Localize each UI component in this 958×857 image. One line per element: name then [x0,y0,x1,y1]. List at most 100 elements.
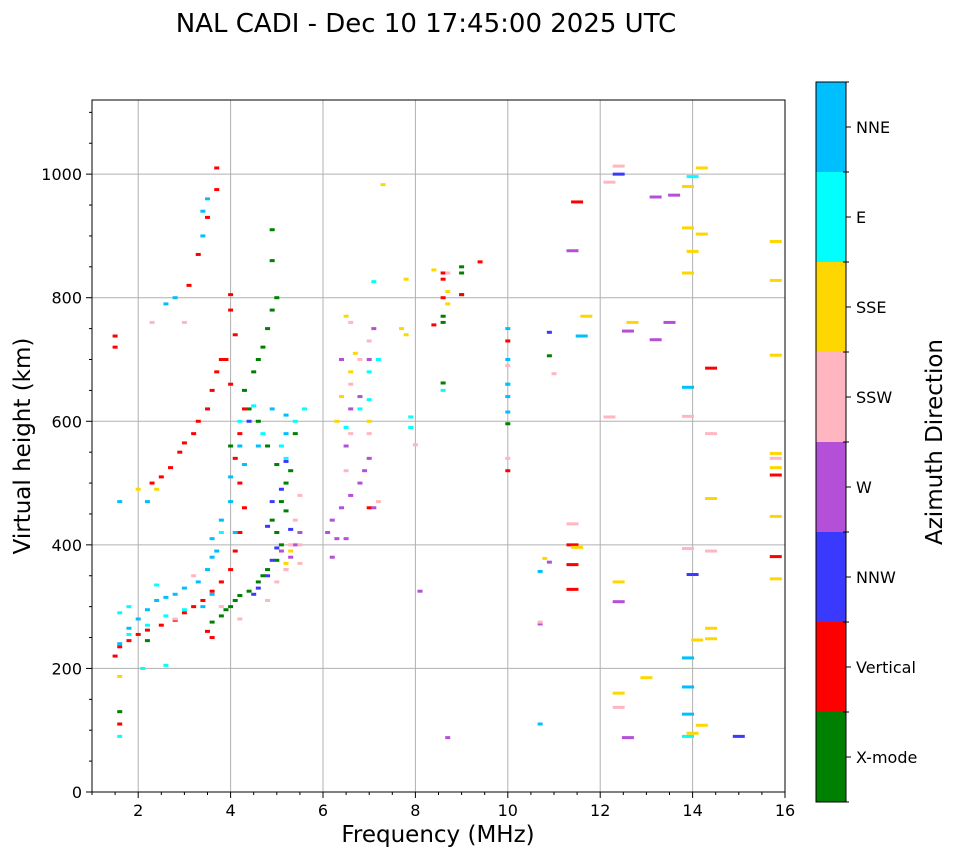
data-point [292,432,298,436]
data-point [551,372,557,376]
data-point [408,415,414,419]
x-tick-label: 16 [775,801,795,820]
data-point [255,358,261,361]
data-point [283,413,289,417]
colorbar-label-w: W [856,478,872,497]
data-point [440,320,446,324]
data-point [237,419,243,423]
data-point [546,354,552,358]
data-point [181,611,187,615]
data-point [769,514,782,518]
data-point [459,271,465,275]
colorbar-segment [816,622,846,712]
data-point [237,594,243,598]
data-point [334,419,340,423]
data-point [149,481,155,485]
data-point [686,573,699,577]
y-axis-label: Virtual height (km) [10,338,36,555]
data-point [440,314,446,318]
x-tick-label: 4 [226,801,236,820]
colorbar-segment [816,532,846,622]
data-point [440,381,446,385]
data-point [668,193,681,197]
data-point [695,232,708,236]
data-point [283,432,289,436]
x-tick-label: 6 [318,801,328,820]
data-point [232,333,238,337]
data-point [255,586,261,590]
data-point [278,500,284,504]
data-point [117,500,123,504]
data-point [505,456,511,460]
data-point [246,407,252,411]
data-point [288,555,294,559]
data-point [274,546,280,550]
colorbar-segment [816,262,846,352]
data-point [357,358,363,361]
data-point [681,185,694,188]
data-point [200,209,206,213]
data-point [329,555,335,559]
data-point [265,598,271,602]
data-point [292,518,298,522]
data-point [232,598,238,602]
data-point [251,404,257,408]
data-point [505,327,511,331]
grid-lines [92,100,786,792]
data-point [566,587,579,591]
data-point [417,589,423,593]
data-point [209,592,215,596]
data-point [769,451,782,455]
data-point [343,425,349,429]
data-point [348,320,354,324]
data-point [214,166,220,170]
y-tick-label: 1000 [41,165,82,184]
plot-area: 2 4 6 8 10 12 14 16 0 200 400 600 800 1000 [41,99,795,820]
data-point [255,444,261,448]
data-point [537,622,543,626]
data-point [695,723,708,727]
data-point [168,466,174,470]
data-point [566,563,579,567]
data-point [705,432,718,436]
data-point [681,385,694,389]
data-point [149,320,155,324]
data-point [686,731,699,735]
colorbar-label-e: E [856,208,866,227]
data-point [603,180,616,184]
data-point [200,605,206,609]
data-point [265,568,271,572]
data-point [209,636,215,640]
data-point [126,632,132,636]
data-point [732,734,745,738]
data-point [649,195,662,199]
data-point [571,545,584,549]
data-point [366,456,372,460]
data-point [126,605,132,609]
colorbar-segment [816,172,846,262]
data-point [371,506,377,510]
data-point [205,629,210,633]
data-point [292,543,298,547]
data-points [112,164,782,740]
data-point [348,382,354,386]
data-point [283,456,289,460]
data-point [769,473,782,477]
data-point [278,549,284,553]
data-point [445,290,451,294]
data-point [112,334,118,338]
data-point [195,580,201,584]
data-point [459,293,465,297]
data-point [357,395,363,399]
data-point [292,419,298,423]
data-point [366,339,372,343]
data-point [232,531,238,534]
data-point [237,444,243,448]
data-point [705,626,718,630]
data-point [375,500,381,504]
data-point [154,598,160,602]
data-point [769,555,782,559]
data-point [681,734,694,738]
data-point [191,605,197,609]
data-point [380,183,386,187]
